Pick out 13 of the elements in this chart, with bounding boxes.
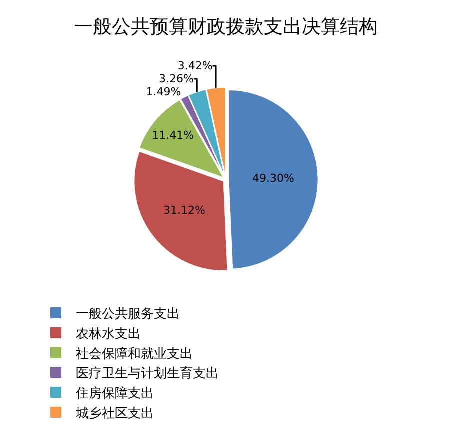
data-label: 1.49%: [146, 86, 182, 99]
legend-label: 农林水支出: [76, 326, 141, 342]
legend-label: 城乡社区支出: [74, 406, 154, 422]
legend-label: 社会保障和就业支出: [76, 346, 193, 362]
legend-label: 住房保障支出: [74, 386, 154, 402]
data-label: 49.30%: [252, 172, 294, 186]
legend-label: 医疗卫生与计划生育支出: [76, 366, 219, 382]
legend-label: 一般公共服务支出: [76, 307, 180, 322]
chart-title: 一般公共预算财政拨款支出决算结构: [74, 16, 378, 38]
data-label: 11.41%: [152, 128, 194, 142]
data-label: 31.12%: [163, 204, 206, 217]
data-label: 3.26%: [158, 72, 194, 86]
data-label: 3.42%: [178, 60, 213, 73]
